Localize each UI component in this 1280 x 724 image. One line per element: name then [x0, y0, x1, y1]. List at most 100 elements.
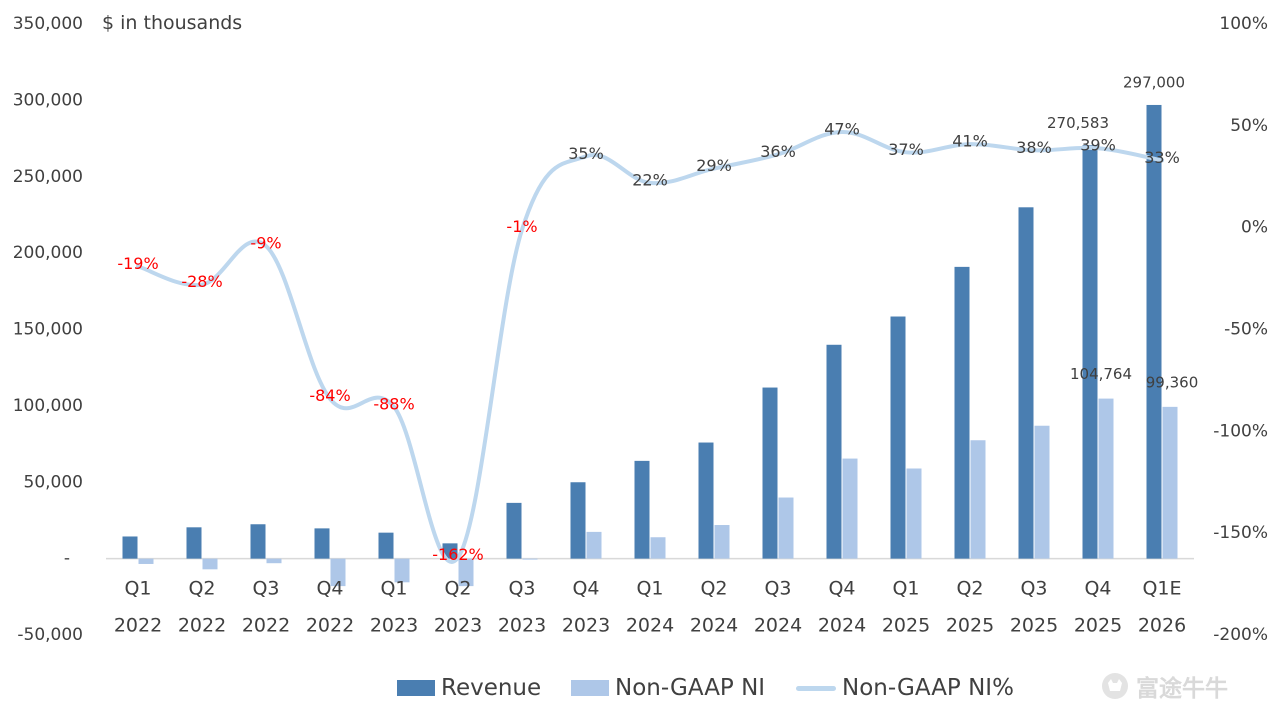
x-tick-label: Q1 [380, 578, 407, 600]
y-right-tick-label: -200% [1213, 625, 1268, 645]
line-data-label: -28% [181, 272, 222, 291]
non-gaap-ni-bar [458, 558, 474, 587]
y-left-tick-label: 350,000 [13, 14, 83, 34]
x-tick-label: Q4 [316, 578, 343, 600]
line-data-label: 37% [888, 140, 924, 159]
y-left-tick-label: 50,000 [24, 472, 83, 492]
revenue-bar [122, 536, 138, 559]
revenue-bar [890, 316, 906, 559]
x-tick-label-year: 2024 [690, 615, 738, 637]
bar-value-label: 99,360 [1146, 373, 1199, 391]
y-left-tick-label: 200,000 [13, 243, 83, 263]
revenue-bar [506, 502, 522, 559]
x-tick-label: Q1 [124, 578, 151, 600]
bull-logo-icon [1102, 673, 1128, 699]
watermark: 富途牛牛 [1100, 668, 1228, 704]
non-gaap-ni-bar [266, 558, 282, 564]
non-gaap-ni-bar [650, 537, 666, 559]
line-data-label: 22% [632, 170, 668, 189]
revenue-bar [570, 482, 586, 559]
y-right-tick-label: -150% [1213, 523, 1268, 543]
x-tick-label: Q2 [700, 578, 727, 600]
legend-swatch-revenue [397, 680, 435, 696]
non-gaap-ni-bar [906, 468, 922, 559]
x-tick-label: Q2 [188, 578, 215, 600]
x-tick-label-year: 2023 [498, 615, 546, 637]
y-right-tick-label: -50% [1224, 320, 1268, 340]
legend-label-revenue: Revenue [441, 675, 542, 701]
x-tick-label: Q4 [828, 578, 855, 600]
non-gaap-ni-bar [394, 558, 410, 583]
x-tick-label: Q3 [252, 578, 279, 600]
x-tick-label: Q1 [892, 578, 919, 600]
non-gaap-ni-bar [842, 458, 858, 559]
y-left-tick-label: 300,000 [13, 90, 83, 110]
revenue-bar [1082, 145, 1098, 559]
y-left-tick-label: -50,000 [17, 625, 83, 645]
line-data-label: 36% [760, 142, 796, 161]
revenue-bar [954, 266, 970, 559]
line-data-label: 38% [1016, 138, 1052, 157]
legend-swatch-non-gaap-ni [571, 680, 609, 696]
non-gaap-ni-bar [586, 531, 602, 559]
x-tick-label-year: 2022 [114, 615, 162, 637]
revenue-bar [378, 532, 394, 559]
revenue-bar [698, 442, 714, 559]
revenue-bar [186, 527, 202, 559]
x-tick-label-year: 2022 [242, 615, 290, 637]
line-data-label: 41% [952, 132, 988, 151]
legend-item-non-gaap-ni: Non-GAAP NI [571, 672, 765, 704]
line-data-label: 33% [1144, 148, 1180, 167]
non-gaap-ni-pct-line [136, 129, 1164, 564]
non-gaap-ni-bar [1098, 398, 1114, 559]
non-gaap-ni-bar [778, 497, 794, 559]
revenue-bar [250, 524, 266, 559]
line-data-label: -19% [117, 254, 158, 273]
bar-value-label: 297,000 [1123, 73, 1185, 91]
non-gaap-ni-bar [138, 558, 154, 564]
y-left-tick-label: 150,000 [13, 320, 83, 340]
revenue-bar [442, 543, 458, 559]
y-right-tick-label: 100% [1219, 14, 1268, 34]
non-gaap-ni-bar [714, 525, 730, 559]
bar-value-label: 104,764 [1070, 365, 1132, 383]
x-tick-label: Q3 [1020, 578, 1047, 600]
x-tick-label-year: 2023 [434, 615, 482, 637]
y-left-tick-label: - [64, 549, 70, 569]
line-data-label: 35% [568, 144, 604, 163]
x-tick-label: Q2 [956, 578, 983, 600]
x-tick-label-year: 2025 [1074, 615, 1122, 637]
legend-label-non-gaap-ni-pct: Non-GAAP NI% [842, 675, 1014, 701]
line-data-label: 39% [1080, 136, 1116, 155]
x-tick-label-year: 2026 [1138, 615, 1186, 637]
legend: Revenue Non-GAAP NI Non-GAAP NI% [0, 672, 1280, 704]
revenue-bar [634, 460, 650, 559]
x-tick-label-year: 2023 [370, 615, 418, 637]
legend-swatch-non-gaap-ni-pct [796, 685, 836, 691]
legend-label-non-gaap-ni: Non-GAAP NI [615, 675, 766, 701]
y-right-tick-label: 50% [1230, 116, 1268, 136]
x-tick-label: Q2 [444, 578, 471, 600]
x-tick-label-year: 2022 [306, 615, 354, 637]
x-tick-label-year: 2024 [818, 615, 866, 637]
x-tick-label-year: 2024 [626, 615, 674, 637]
x-tick-label-year: 2025 [1010, 615, 1058, 637]
revenue-bar [1018, 207, 1034, 559]
line-data-label: -162% [432, 545, 484, 564]
x-tick-label: Q3 [764, 578, 791, 600]
x-tick-label-year: 2023 [562, 615, 610, 637]
x-tick-label: Q3 [508, 578, 535, 600]
non-gaap-ni-bar [1162, 406, 1178, 559]
revenue-bar [826, 344, 842, 559]
y-right-tick-label: -100% [1213, 421, 1268, 441]
legend-item-revenue: Revenue [397, 672, 541, 704]
non-gaap-ni-bar [522, 558, 538, 560]
revenue-bar [314, 528, 330, 559]
x-tick-label-year: 2025 [946, 615, 994, 637]
x-tick-label-year: 2022 [178, 615, 226, 637]
line-data-label: 29% [696, 156, 732, 175]
line-data-label: -88% [373, 394, 414, 413]
bar-value-label: 270,583 [1047, 114, 1109, 132]
x-tick-label: Q1E [1142, 578, 1181, 600]
